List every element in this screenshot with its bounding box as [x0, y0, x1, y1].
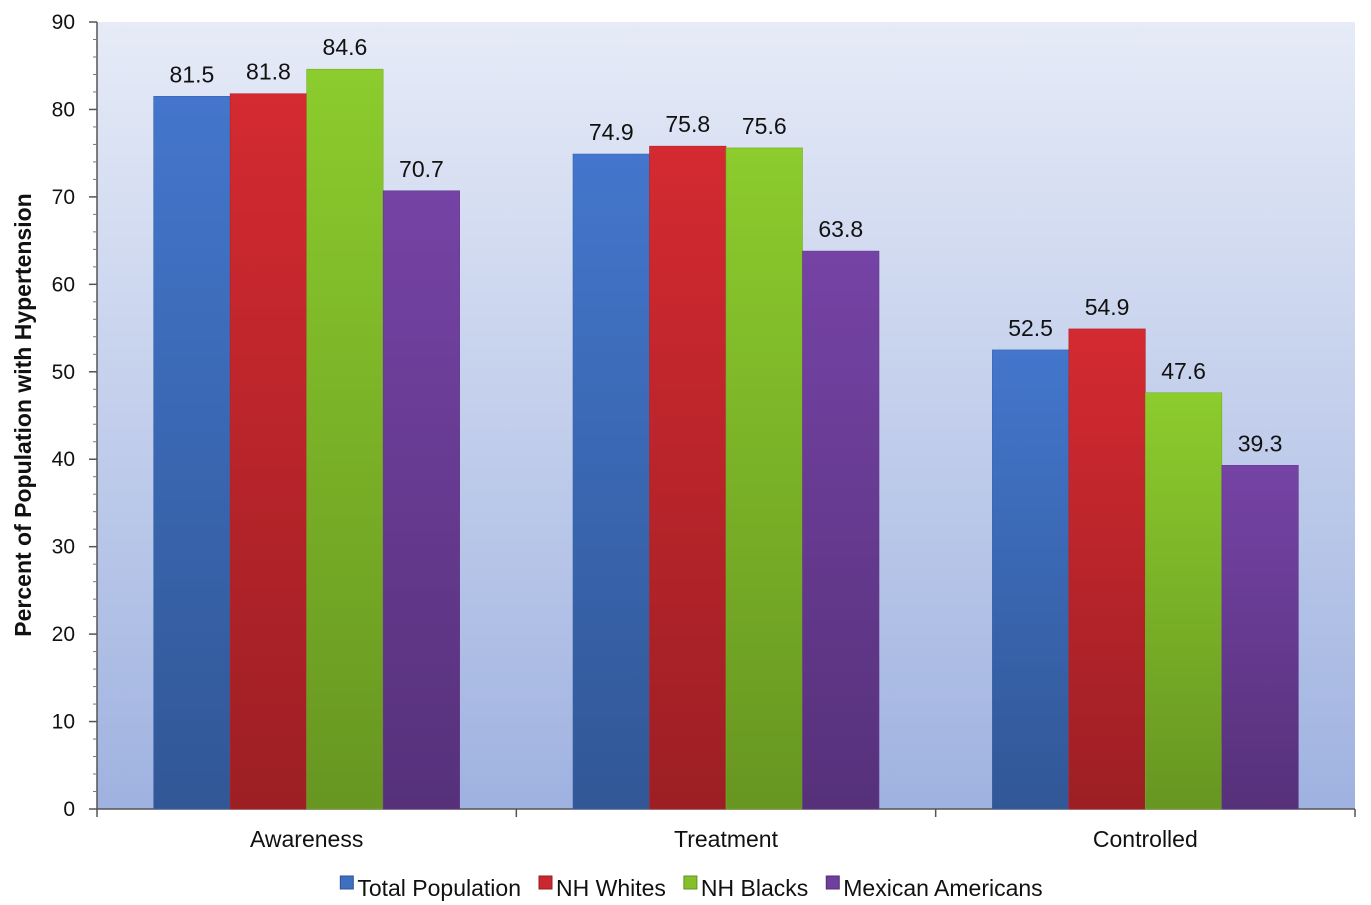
bar-total-population-treatment [572, 153, 650, 810]
data-label: 54.9 [1085, 294, 1130, 320]
y-tick-label: 0 [63, 798, 75, 821]
bar-total-population-controlled [992, 349, 1070, 810]
y-tick-label: 50 [52, 361, 75, 384]
bar-nh-whites-controlled [1068, 328, 1146, 810]
legend-item: Mexican Americans [825, 875, 1043, 901]
data-label: 81.5 [170, 61, 215, 87]
legend-swatch [538, 875, 553, 890]
bar-mexican-americans-treatment [802, 250, 880, 810]
data-label: 74.9 [589, 119, 634, 145]
legend: Total Population NH Whites NH Blacks Mexica… [339, 875, 1043, 901]
bar-mexican-americans-awareness [382, 190, 460, 810]
legend-swatch [825, 875, 840, 890]
legend-swatch [683, 875, 698, 890]
y-tick-label: 60 [52, 273, 75, 296]
bar-total-population-awareness [153, 96, 231, 810]
legend-item: Total Population [339, 875, 521, 901]
data-label: 47.6 [1161, 358, 1206, 384]
y-tick-label: 40 [52, 448, 75, 471]
data-label: 84.6 [323, 34, 368, 60]
y-tick-label: 80 [52, 98, 75, 121]
legend-label: Mexican Americans [843, 875, 1042, 901]
y-tick-label: 30 [52, 536, 75, 559]
data-label: 39.3 [1238, 430, 1283, 456]
legend-swatch [339, 875, 354, 890]
y-axis: 0 10 20 30 40 50 60 70 80 90 [52, 11, 98, 821]
y-tick-label: 20 [52, 623, 75, 646]
x-axis: Awareness Treatment Controlled [96, 808, 1356, 852]
legend-item: NH Blacks [683, 875, 808, 901]
y-tick-label: 10 [52, 711, 75, 734]
data-label: 81.8 [246, 59, 291, 85]
bar-mexican-americans-controlled [1221, 465, 1299, 810]
y-tick-label: 90 [52, 11, 75, 34]
bar-nh-blacks-awareness [306, 68, 384, 810]
data-label: 63.8 [818, 216, 863, 242]
bars [153, 68, 1299, 810]
data-label: 75.6 [742, 113, 787, 139]
bar-nh-whites-treatment [649, 145, 727, 810]
legend-item: NH Whites [538, 875, 666, 901]
y-axis-title: Percent of Population with Hypertension [10, 193, 36, 636]
data-label: 70.7 [399, 156, 444, 182]
x-category-label: Awareness [250, 826, 363, 852]
legend-label: Total Population [357, 875, 521, 901]
x-category-label: Controlled [1093, 826, 1198, 852]
data-label: 52.5 [1008, 315, 1053, 341]
bar-nh-whites-awareness [229, 93, 307, 810]
legend-label: NH Whites [556, 875, 666, 901]
bar-nh-blacks-treatment [725, 147, 803, 810]
data-label: 75.8 [665, 111, 710, 137]
bar-nh-blacks-controlled [1145, 392, 1223, 810]
y-tick-label: 70 [52, 186, 75, 209]
legend-label: NH Blacks [701, 875, 808, 901]
x-category-label: Treatment [674, 826, 779, 852]
data-labels: 81.5 81.8 84.6 70.7 74.9 75.8 75.6 63.8 52.5 54.9… [170, 34, 1283, 456]
